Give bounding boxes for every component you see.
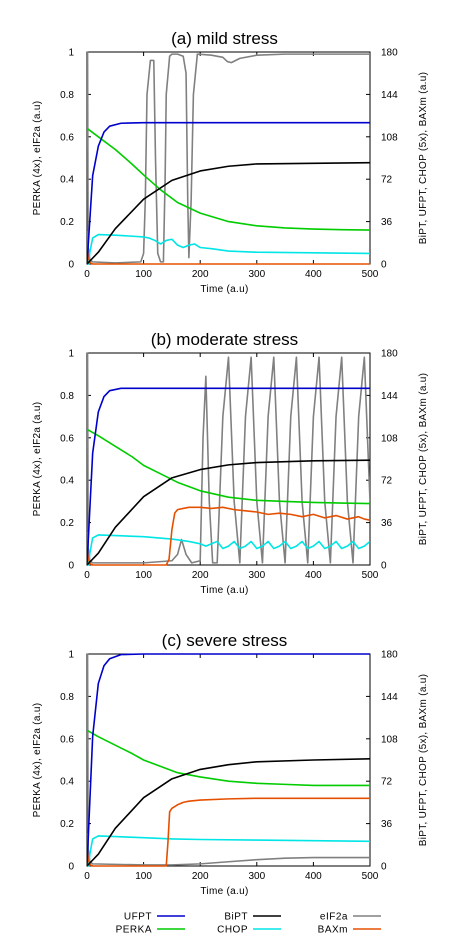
legend: UFPT BiPT eIF2a PERKA CHOP BAXm [116,912,381,936]
y2-tick-label: 108 [381,734,398,745]
x-tick-label: 100 [135,871,152,882]
y-tick-label: 0.6 [60,734,74,745]
x-tick-label: 500 [362,269,379,280]
x-tick-label: 0 [84,871,90,882]
series-line-perka [87,428,370,505]
x-tick-label: 500 [362,570,379,581]
x-tick-label: 400 [305,871,322,882]
series-line-chop [87,233,370,265]
legend-label-perka: PERKA [116,925,152,936]
x-axis-label: Time (a.u) [200,284,248,295]
x-tick-label: 400 [305,570,322,581]
y2-tick-label: 180 [381,349,398,360]
y2-tick-label: 0 [381,862,387,873]
x-tick-label: 500 [362,871,379,882]
series-line-eif2a [87,352,370,564]
y2-axis-label: BiPT, UFPT, CHOP (5x), BAXm (a.u) [418,72,429,245]
series-line-bipt [87,161,370,265]
x-axis-label: Time (a.u) [200,585,248,596]
panel-title: (a) mild stress [171,29,278,48]
series-line-bipt [87,758,370,867]
panel-title: (c) severe stress [162,631,288,650]
x-tick-label: 300 [248,871,265,882]
legend-label-eif2a: eIF2a [320,912,348,923]
series-line-perka [87,729,370,787]
plot-frame [86,352,371,566]
panel-title: (b) moderate stress [151,330,298,349]
y-tick-label: 0.6 [60,433,74,444]
y-axis-label: PERKA (4x), eIF2a (a.u) [32,703,43,818]
legend-label-baxm: BAXm [318,925,348,936]
y2-tick-label: 180 [381,48,398,59]
y-tick-label: 0.2 [60,518,74,529]
series-line-chop [87,835,370,867]
y-tick-label: 0.8 [60,692,74,703]
legend-label-chop: CHOP [217,925,248,936]
y-tick-label: 0.8 [60,391,74,402]
x-tick-label: 100 [135,269,152,280]
x-tick-label: 100 [135,570,152,581]
x-tick-label: 200 [192,269,209,280]
y-axis-label: PERKA (4x), eIF2a (a.u) [32,101,43,216]
y-tick-label: 0 [68,260,74,271]
y2-axis-label: BiPT, UFPT, CHOP (5x), BAXm (a.u) [418,674,429,847]
y2-tick-label: 72 [381,777,393,788]
y-tick-label: 0 [68,862,74,873]
legend-label-ufpt: UFPT [124,912,152,923]
series-line-ufpt [87,653,370,867]
x-tick-label: 300 [248,269,265,280]
y2-tick-label: 144 [381,692,398,703]
y2-tick-label: 108 [381,433,398,444]
x-tick-label: 400 [305,269,322,280]
y2-tick-label: 180 [381,650,398,661]
y2-tick-label: 72 [381,175,393,186]
y2-tick-label: 144 [381,90,398,101]
plot-frame [86,51,371,265]
x-axis-label: Time (a.u) [200,886,248,897]
y-tick-label: 0.2 [60,819,74,830]
y2-tick-label: 108 [381,132,398,143]
series-line-perka [87,127,370,231]
x-tick-label: 300 [248,570,265,581]
x-tick-label: 200 [192,871,209,882]
y-tick-label: 1 [68,48,74,59]
y2-axis-label: BiPT, UFPT, CHOP (5x), BAXm (a.u) [418,373,429,546]
series-line-baxm [87,797,370,867]
y-tick-label: 0.4 [60,777,74,788]
series-line-baxm [87,506,370,566]
y2-tick-label: 36 [381,217,393,228]
y2-tick-label: 0 [381,561,387,572]
y-tick-label: 0.6 [60,132,74,143]
y-tick-label: 0.2 [60,217,74,228]
y2-tick-label: 0 [381,260,387,271]
y-tick-label: 0.4 [60,175,74,186]
y2-tick-label: 72 [381,476,393,487]
y2-tick-label: 36 [381,819,393,830]
x-tick-label: 0 [84,570,90,581]
y-tick-label: 1 [68,349,74,360]
series-line-ufpt [87,121,370,265]
series-line-ufpt [87,387,370,566]
y2-tick-label: 144 [381,391,398,402]
y-tick-label: 0.8 [60,90,74,101]
y-tick-label: 0 [68,561,74,572]
y-axis-label: PERKA (4x), eIF2a (a.u) [32,402,43,517]
legend-label-bipt: BiPT [224,912,248,923]
series-line-eif2a [87,51,370,264]
x-tick-label: 0 [84,269,90,280]
series-line-chop [87,534,370,566]
x-tick-label: 200 [192,570,209,581]
y-tick-label: 0.4 [60,476,74,487]
y-tick-label: 1 [68,650,74,661]
y2-tick-label: 36 [381,518,393,529]
series-line-bipt [87,459,370,566]
